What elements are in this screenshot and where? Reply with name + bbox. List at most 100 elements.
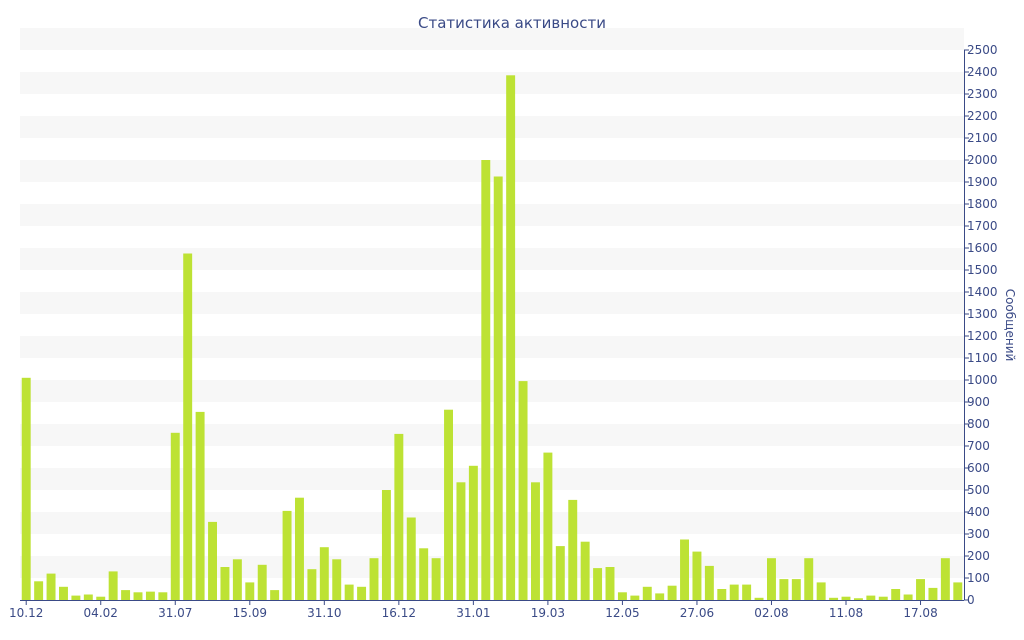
y-tick-label: 2500 — [967, 43, 998, 57]
y-tick-label: 1000 — [967, 373, 998, 387]
bar — [133, 592, 143, 600]
y-tick-label: 2400 — [967, 65, 998, 79]
y-tick-label: 100 — [967, 571, 990, 585]
x-axis: 10.12 04.02 31.07 15.09 31.10 16.12 31.01 19.03… — [9, 600, 964, 620]
bar — [468, 465, 478, 600]
bar — [555, 546, 565, 600]
bar — [928, 587, 938, 600]
y-axis: 0 100 200 300 400 500 600 700 800 900 1000 1100 1200… — [964, 43, 998, 607]
bar — [903, 594, 913, 600]
grid-band — [20, 160, 964, 182]
bar — [431, 558, 441, 600]
bar — [34, 581, 44, 600]
bar — [568, 499, 578, 600]
grid-band — [20, 512, 964, 534]
bar — [630, 595, 640, 600]
bar — [71, 595, 81, 600]
bar — [891, 589, 901, 600]
bar — [21, 377, 31, 600]
bar — [704, 565, 714, 600]
grid-band — [20, 468, 964, 490]
bar-series — [21, 75, 963, 601]
y-tick-label: 1900 — [967, 175, 998, 189]
bar — [543, 452, 553, 600]
grid-band — [20, 72, 964, 94]
bar — [593, 568, 603, 600]
bar — [841, 596, 851, 600]
grid-band — [20, 336, 964, 358]
grid-bands — [20, 28, 964, 578]
y-tick-label: 800 — [967, 417, 990, 431]
bar — [121, 590, 131, 600]
bar — [953, 582, 963, 600]
y-tick-label: 1200 — [967, 329, 998, 343]
x-tick-label: 31.07 — [158, 606, 192, 620]
bar — [307, 569, 317, 600]
bar — [816, 582, 826, 600]
bar — [878, 596, 888, 600]
grid-band — [20, 380, 964, 402]
bar — [108, 571, 118, 600]
bar — [282, 510, 292, 600]
grid-band — [20, 116, 964, 138]
bar — [940, 558, 950, 600]
bar — [754, 597, 764, 600]
bar — [394, 433, 404, 600]
y-tick-label: 1400 — [967, 285, 998, 299]
bar — [270, 590, 280, 600]
chart-title: Статистика активности — [418, 14, 606, 32]
bar — [419, 548, 429, 600]
bar — [518, 381, 528, 600]
y-tick-label: 1700 — [967, 219, 998, 233]
bar — [158, 592, 168, 600]
grid-band — [20, 248, 964, 270]
bar — [332, 559, 342, 600]
y-tick-label: 1600 — [967, 241, 998, 255]
bar — [767, 558, 776, 600]
bar — [742, 584, 752, 600]
grid-band — [20, 204, 964, 226]
bar — [506, 75, 516, 601]
bar — [829, 597, 839, 600]
bar — [257, 564, 267, 600]
y-tick-label: 0 — [967, 593, 975, 607]
grid-band — [20, 292, 964, 314]
bar — [717, 589, 727, 600]
grid-band — [20, 28, 964, 50]
bar — [145, 591, 155, 600]
x-tick-label: 31.01 — [456, 606, 490, 620]
bar — [245, 582, 255, 600]
bar — [170, 432, 180, 600]
bar — [344, 584, 354, 600]
x-tick-label: 10.12 — [9, 606, 43, 620]
x-tick-label: 27.06 — [680, 606, 714, 620]
x-tick-label: 12.05 — [605, 606, 639, 620]
x-tick-label: 15.09 — [233, 606, 267, 620]
bar — [729, 584, 739, 600]
y-tick-label: 1800 — [967, 197, 998, 211]
bar — [295, 497, 304, 600]
x-tick-label: 11.08 — [829, 606, 863, 620]
bar — [319, 547, 329, 600]
bar — [617, 592, 627, 600]
bar — [232, 559, 242, 600]
bar — [866, 595, 876, 600]
x-tick-label: 16.12 — [382, 606, 416, 620]
bar — [381, 490, 391, 600]
bar — [791, 579, 801, 600]
y-tick-label: 2000 — [967, 153, 998, 167]
y-tick-label: 200 — [967, 549, 990, 563]
bar — [779, 579, 789, 600]
bar — [208, 521, 217, 600]
bar — [853, 598, 863, 600]
bar — [46, 573, 56, 600]
y-tick-label: 1300 — [967, 307, 998, 321]
bar — [680, 539, 689, 600]
y-tick-label: 600 — [967, 461, 990, 475]
bar — [493, 176, 503, 600]
bar — [183, 253, 193, 600]
bar — [444, 409, 453, 600]
bar — [59, 586, 68, 600]
y-tick-label: 2300 — [967, 87, 998, 101]
